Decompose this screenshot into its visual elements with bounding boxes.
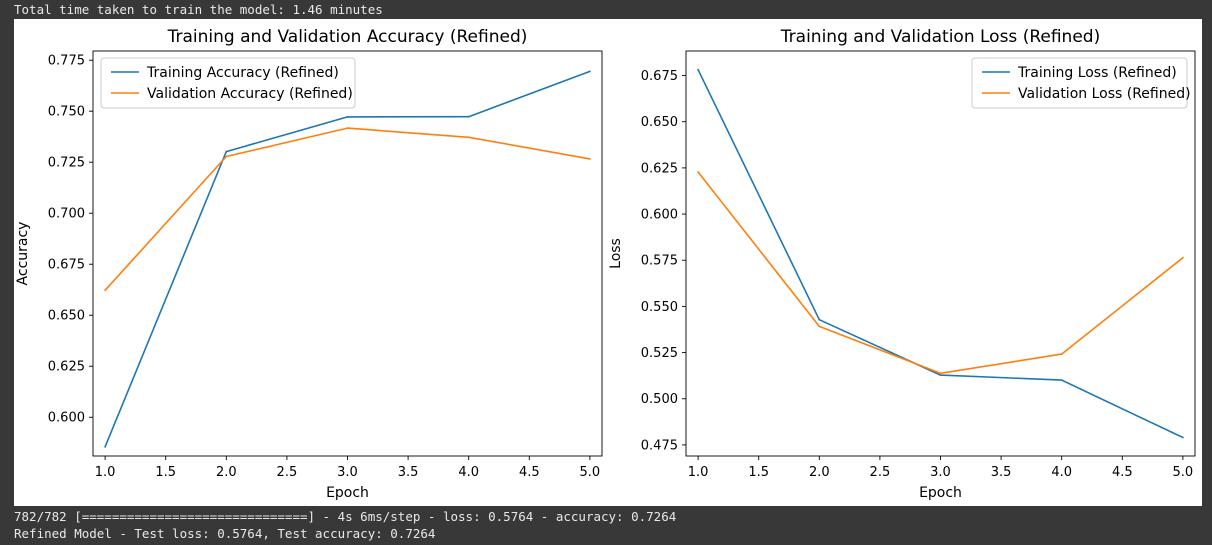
- loss-series-0-point: [1181, 436, 1184, 439]
- loss-y-tick-label: 0.475: [641, 438, 678, 453]
- loss-y-tick-label: 0.500: [641, 392, 678, 407]
- loss-x-axis-label: Epoch: [919, 485, 962, 501]
- accuracy-y-tick-label: 0.650: [48, 309, 85, 324]
- loss-x-tick-label: 5.0: [1173, 465, 1194, 480]
- accuracy-legend-label-0: Training Accuracy (Refined): [146, 65, 339, 81]
- accuracy-y-tick-label: 0.675: [48, 258, 85, 273]
- accuracy-series-0-point: [467, 115, 470, 118]
- accuracy-y-tick-label: 0.625: [48, 360, 85, 375]
- accuracy-y-tick-label: 0.750: [48, 105, 85, 120]
- accuracy-x-axis-label: Epoch: [326, 485, 369, 501]
- accuracy-legend-label-1: Validation Accuracy (Refined): [147, 86, 353, 102]
- accuracy-axes-frame: [92, 50, 603, 457]
- accuracy-y-axis-label: Accuracy: [15, 222, 31, 286]
- accuracy-series-0-point: [346, 116, 349, 118]
- loss-y-tick-label: 0.550: [641, 300, 678, 315]
- accuracy-series-1-point: [467, 136, 470, 139]
- accuracy-chart: 1.0 1.5 2.0 2.5 3.0 3.5 4.0 4.5 5.0 0.600 0.625 0.6…: [15, 27, 603, 501]
- loss-series-1-point: [1181, 256, 1184, 259]
- loss-y-tick-label: 0.575: [641, 254, 678, 269]
- loss-series-line-1: [697, 171, 1184, 375]
- loss-x-tick-label: 2.0: [809, 465, 830, 480]
- loss-y-tick-label: 0.650: [641, 115, 678, 130]
- loss-y-tick-label: 0.600: [641, 208, 678, 223]
- loss-y-tick-label: 0.675: [641, 69, 678, 84]
- accuracy-x-tick-label: 4.5: [519, 465, 540, 480]
- accuracy-series-1-point: [104, 289, 107, 292]
- loss-legend-label-1: Validation Loss (Refined): [1018, 86, 1191, 102]
- accuracy-x-tick-label: 2.5: [277, 465, 298, 480]
- loss-series-0-point: [818, 318, 821, 321]
- accuracy-chart-title: Training and Validation Accuracy (Refine…: [167, 27, 528, 47]
- loss-y-tick-label: 0.625: [641, 161, 678, 176]
- accuracy-series-0-point: [104, 445, 107, 448]
- loss-series-1-point: [818, 325, 821, 328]
- loss-x-tick-label: 3.5: [991, 465, 1012, 480]
- evaluation-progress-output: 782/782 [==============================]…: [14, 509, 677, 524]
- loss-x-tick-label: 4.5: [1112, 465, 1133, 480]
- accuracy-x-tick-label: 1.5: [155, 465, 176, 480]
- accuracy-x-tick-label: 1.0: [95, 465, 116, 480]
- loss-legend-label-0: Training Loss (Refined): [1017, 65, 1177, 81]
- loss-x-tick-label: 1.5: [748, 465, 769, 480]
- training-time-output: Total time taken to train the model: 1.4…: [14, 2, 383, 17]
- accuracy-y-tick-label: 0.725: [48, 156, 85, 171]
- loss-legend-box: [971, 57, 1188, 109]
- accuracy-x-tick-label: 2.0: [216, 465, 237, 480]
- accuracy-series-0-point: [588, 70, 591, 73]
- loss-x-tick-label: 1.0: [688, 465, 709, 480]
- accuracy-x-tick-label: 4.0: [458, 465, 479, 480]
- loss-series-0-point: [939, 374, 942, 377]
- accuracy-y-tick-label: 0.600: [48, 411, 85, 426]
- accuracy-legend-box: [100, 57, 356, 109]
- loss-y-axis-label: Loss: [608, 238, 624, 269]
- loss-series-0-point: [697, 68, 700, 71]
- loss-x-tick-label: 3.0: [930, 465, 951, 480]
- figure-canvas: 1.0 1.5 2.0 2.5 3.0 3.5 4.0 4.5 5.0 0.600 0.625 0.6…: [15, 27, 1196, 501]
- accuracy-y-tick-label: 0.775: [48, 54, 85, 69]
- loss-y-tick-label: 0.525: [641, 346, 678, 361]
- loss-series-line-0: [697, 69, 1184, 439]
- accuracy-x-tick-label: 3.0: [337, 465, 358, 480]
- accuracy-series-1-point: [588, 158, 591, 160]
- loss-x-tick-label: 2.5: [870, 465, 891, 480]
- loss-legend: Training Loss (Refined) Validation Loss (…: [971, 57, 1191, 109]
- loss-series-1-point: [939, 372, 942, 375]
- accuracy-x-tick-label: 5.0: [580, 465, 601, 480]
- accuracy-legend: Training Accuracy (Refined) Validation Ac…: [100, 57, 356, 109]
- loss-series-1-point: [1060, 353, 1063, 355]
- accuracy-y-tick-label: 0.700: [48, 207, 85, 222]
- accuracy-series-1-point: [346, 127, 349, 130]
- accuracy-series-1-point: [225, 155, 228, 158]
- loss-chart-title: Training and Validation Loss (Refined): [780, 27, 1100, 47]
- matplotlib-figure: 1.0 1.5 2.0 2.5 3.0 3.5 4.0 4.5 5.0 0.600 0.625 0.6…: [14, 19, 1202, 506]
- loss-x-tick-label: 4.0: [1051, 465, 1072, 480]
- accuracy-x-tick-label: 3.5: [398, 465, 419, 480]
- accuracy-series-0-point: [225, 150, 228, 153]
- loss-series-0-point: [1060, 379, 1063, 381]
- test-metrics-output: Refined Model - Test loss: 0.5764, Test …: [14, 526, 436, 541]
- loss-series-1-point: [697, 171, 700, 173]
- accuracy-series-line-1: [104, 127, 591, 291]
- loss-chart: 1.0 1.5 2.0 2.5 3.0 3.5 4.0 4.5 5.0 0.475 0.500 0.5…: [608, 27, 1196, 501]
